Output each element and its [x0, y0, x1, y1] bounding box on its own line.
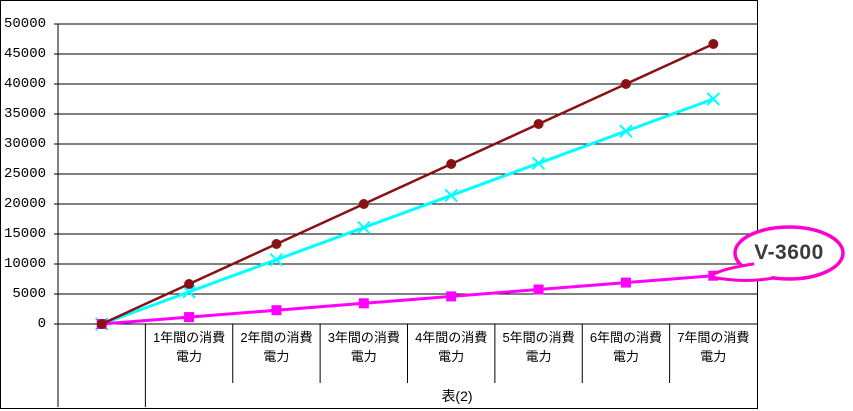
chart-caption: 表(2) [441, 388, 473, 404]
x-axis-label: 1年間の消費電力 [145, 328, 232, 366]
y-axis-tick-label: 25000 [3, 166, 46, 182]
x-axis-label: 7年間の消費電力 [670, 328, 757, 366]
x-axis-label-text: 4年間の消費電力 [415, 330, 488, 364]
y-axis-tick-label: 10000 [3, 256, 46, 272]
chart-area-border [0, 0, 758, 409]
y-axis-tick-label: 45000 [3, 46, 46, 62]
marker-square [620, 277, 631, 288]
marker-circle [446, 158, 457, 169]
marker-x [531, 156, 546, 170]
x-axis-label: 6年間の消費電力 [582, 328, 669, 366]
series-line-square [101, 274, 714, 326]
y-axis-tick-label: 0 [37, 316, 46, 332]
y-axis-tick-label: 40000 [3, 76, 46, 92]
series-line-x [101, 97, 714, 326]
y-axis-tick-label: 35000 [3, 106, 46, 122]
marker-circle [96, 319, 107, 329]
x-axis-label: 2年間の消費電力 [233, 328, 320, 366]
marker-circle [533, 119, 544, 130]
x-axis-label-text: 6年間の消費電力 [589, 330, 663, 364]
marker-square [271, 305, 282, 316]
y-axis-tick-label: 5000 [12, 286, 46, 302]
marker-circle [358, 199, 369, 209]
marker-x [182, 285, 196, 299]
x-axis-label: 4年間の消費電力 [408, 328, 495, 366]
y-axis-tick-label: 20000 [3, 196, 46, 212]
marker-circle [184, 278, 195, 289]
marker-circle [271, 239, 282, 250]
y-axis-tick-label: 50000 [3, 16, 46, 32]
callout-bubble [733, 225, 845, 281]
callout-label: V-3600 [754, 241, 824, 264]
marker-circle [708, 38, 719, 49]
marker-x [357, 220, 371, 235]
y-axis-tick-label: 15000 [3, 226, 46, 242]
x-axis-label: 5年間の消費電力 [495, 328, 582, 366]
x-axis-label: 3年間の消費電力 [320, 328, 407, 366]
x-axis-label-text: 3年間の消費電力 [327, 330, 400, 364]
callout-tail-fill [711, 264, 774, 281]
marker-square [446, 291, 457, 302]
marker-x [706, 92, 721, 106]
marker-circle [620, 79, 631, 89]
marker-square [184, 312, 195, 323]
marker-x [619, 124, 633, 138]
marker-square [533, 284, 544, 295]
marker-square [358, 298, 369, 309]
callout-tail-outline [708, 262, 776, 282]
marker-x [444, 188, 458, 203]
x-axis-label-text: 7年間の消費電力 [677, 330, 750, 364]
series-line-circle [101, 42, 714, 326]
x-axis-label-text: 2年間の消費電力 [240, 330, 313, 364]
x-axis-label-text: 5年間の消費電力 [502, 330, 575, 364]
marker-x [269, 253, 284, 267]
y-axis-tick-label: 30000 [3, 136, 46, 152]
x-axis-label-text: 1年間の消費電力 [152, 330, 226, 364]
